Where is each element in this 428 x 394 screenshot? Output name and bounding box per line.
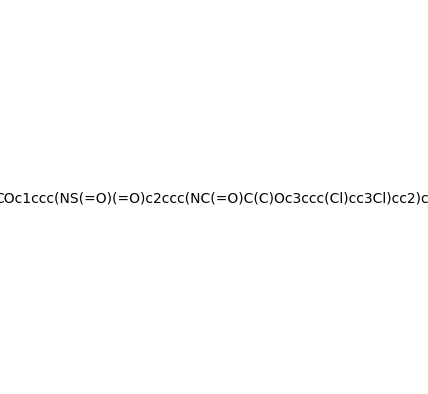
Text: COc1ccc(NS(=O)(=O)c2ccc(NC(=O)C(C)Oc3ccc(Cl)cc3Cl)cc2)cc1: COc1ccc(NS(=O)(=O)c2ccc(NC(=O)C(C)Oc3ccc… [0, 192, 428, 206]
